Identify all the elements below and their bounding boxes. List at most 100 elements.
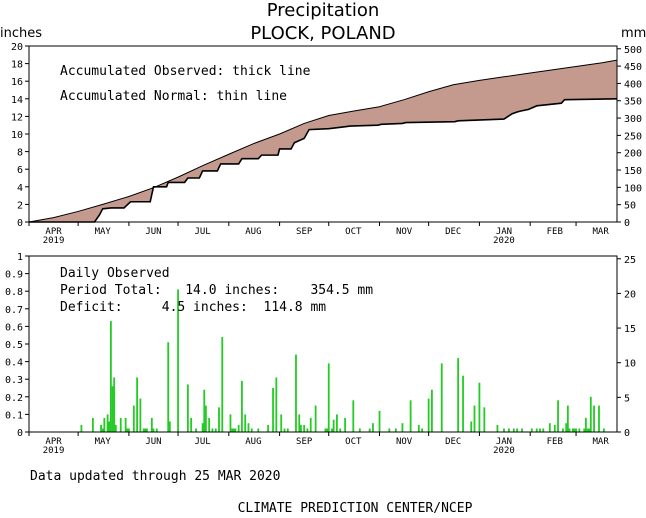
daily-precip-bar: [378, 410, 381, 432]
daily-precip-bar: [177, 289, 179, 432]
bottom-month-label: JUL: [194, 437, 210, 447]
daily-precip-bar: [593, 405, 595, 432]
daily-precip-bar: [203, 389, 206, 432]
daily-precip-bar: [303, 424, 306, 432]
daily-precip-bar: [344, 417, 347, 432]
daily-precip-bar: [368, 428, 371, 432]
top-left-unit-label: inches: [0, 26, 42, 41]
chart-title: Precipitation: [267, 0, 380, 21]
daily-precip-bar: [352, 400, 355, 432]
daily-precip-bar: [327, 363, 330, 432]
daily-precip-bar: [521, 428, 523, 432]
daily-precip-bar: [91, 417, 94, 432]
daily-precip-bar: [331, 428, 333, 432]
daily-precip-bar: [257, 428, 260, 432]
daily-precip-bar: [286, 428, 289, 432]
top-left-tick-label: 2: [17, 200, 23, 211]
top-right-tick-label: 0: [624, 218, 630, 229]
accumulation-lines-group: [28, 59, 618, 223]
bottom-right-tick-label: 15: [624, 324, 636, 335]
top-left-tick-label: 14: [11, 95, 23, 106]
daily-precip-bar: [584, 417, 587, 432]
daily-precip-bar: [566, 405, 569, 432]
daily-precip-bar: [201, 423, 204, 432]
observed-accumulation-line: [29, 98, 618, 223]
bottom-month-label: JUN: [145, 437, 161, 447]
daily-precip-bar: [103, 417, 106, 432]
top-month-label: OCT: [345, 227, 362, 237]
daily-precip-bar: [241, 380, 243, 432]
top-year-label: 2019: [43, 236, 65, 246]
daily-precip-bar: [231, 428, 233, 432]
daily-precip-bar: [394, 428, 397, 432]
daily-precip-bar: [232, 428, 235, 432]
bottom-left-tick-label: 0.7: [5, 305, 23, 316]
top-month-label: SEP: [296, 227, 313, 237]
daily-precip-bar: [598, 405, 600, 432]
daily-precip-bar: [462, 375, 464, 432]
bottom-month-label: NOV: [396, 437, 413, 447]
bottom-right-tick-label: 20: [624, 289, 636, 300]
daily-precip-bar: [409, 400, 412, 432]
top-left-tick-label: 8: [17, 148, 23, 159]
daily-precip-bar: [101, 428, 104, 432]
deficit-fill-group: [29, 60, 617, 222]
daily-precip-bar: [190, 417, 193, 432]
bottom-month-label: OCT: [345, 437, 362, 447]
daily-precip-bar: [573, 428, 576, 432]
daily-precip-bar: [108, 421, 111, 432]
bottom-month-label: APR: [45, 437, 62, 447]
note-observed: Accumulated Observed: thick line: [60, 64, 311, 79]
daily-precip-bar: [401, 423, 404, 432]
bottom-month-label: MAY: [95, 437, 112, 447]
bottom-right-tick-label: 25: [624, 255, 636, 266]
daily-precip-bar: [167, 342, 170, 432]
top-month-label: JUN: [145, 227, 161, 237]
daily-precip-bar: [283, 428, 286, 432]
credit-text: CLIMATE PREDICTION CENTER/NCEP: [238, 501, 473, 516]
bottom-year-label: 2019: [43, 446, 65, 456]
top-right-tick-label: 250: [624, 131, 642, 142]
top-left-tick-label: 20: [11, 42, 23, 53]
daily-precip-bar: [470, 421, 473, 432]
daily-precip-bar: [124, 417, 127, 432]
daily-precip-bar: [150, 417, 153, 432]
daily-precip-bar: [211, 428, 214, 432]
daily-precip-bar: [250, 428, 253, 432]
daily-precip-bar: [548, 423, 551, 432]
daily-precipitation-panel: 00.10.20.30.40.50.60.70.80.910510152025A…: [5, 252, 636, 456]
daily-precip-bar: [483, 407, 486, 432]
daily-precip-bar: [204, 405, 207, 432]
top-month-label: JAN: [496, 227, 512, 237]
daily-precip-bar: [272, 388, 274, 432]
top-year-label: 2020: [493, 236, 515, 246]
daily-precip-bar: [142, 428, 145, 432]
daily-observed-heading: Daily Observed: [60, 266, 170, 281]
daily-precip-bar: [332, 419, 335, 432]
top-month-label: JUL: [194, 227, 210, 237]
daily-precip-bar: [111, 386, 114, 432]
bottom-month-label: MAR: [592, 437, 609, 447]
daily-precip-bar: [114, 424, 117, 432]
top-month-label: DEC: [445, 227, 461, 237]
top-left-tick-label: 16: [11, 77, 23, 88]
daily-precip-bar: [106, 414, 109, 432]
daily-precip-bar: [132, 405, 135, 432]
daily-precip-bar: [214, 428, 217, 432]
daily-precip-bar: [155, 428, 158, 432]
normal-accumulation-line: [28, 59, 618, 223]
daily-precip-bar: [503, 428, 505, 432]
daily-precip-bar: [516, 428, 518, 432]
top-right-unit-label: mm: [621, 26, 646, 41]
daily-precip-bar: [553, 424, 556, 432]
daily-precip-bar: [295, 354, 297, 432]
daily-precip-bar: [535, 428, 538, 432]
top-left-tick-label: 4: [17, 183, 23, 194]
daily-precip-bar: [126, 428, 129, 432]
daily-precip-bar: [229, 414, 232, 432]
top-left-tick-label: 12: [11, 112, 23, 123]
daily-precip-bar: [309, 417, 312, 432]
bottom-right-tick-label: 5: [624, 393, 630, 404]
top-right-tick-label: 100: [624, 183, 642, 194]
